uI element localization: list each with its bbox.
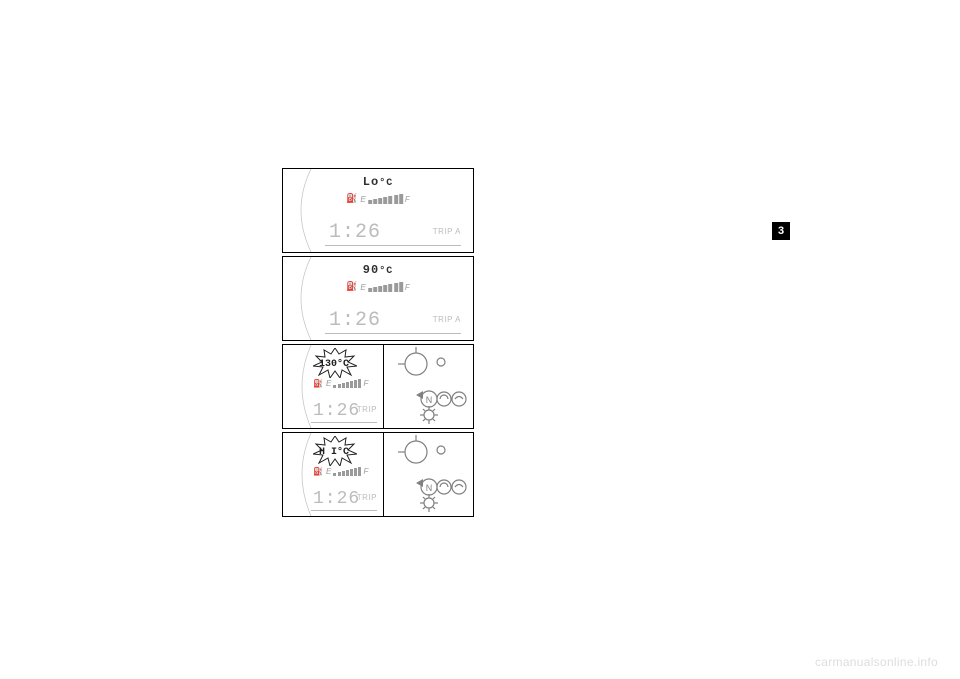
lcd-region: Lo°C ⛽ E F 1:26 bbox=[283, 169, 473, 252]
lcd-panel-hi: H I°C ⛽ E F 1:26 bbox=[282, 432, 474, 517]
temp-value: H I bbox=[319, 447, 337, 458]
fuel-gauge: ⛽ E F bbox=[346, 281, 410, 292]
lcd-region: H I°C ⛽ E F 1:26 bbox=[283, 433, 383, 516]
trip-label: TRIP A bbox=[433, 315, 461, 324]
fuel-seg bbox=[383, 197, 387, 204]
fuel-empty-label: E bbox=[360, 195, 365, 204]
panel-left-curve bbox=[283, 433, 313, 516]
fuel-bar bbox=[333, 379, 361, 388]
indicator-cluster-icon: N bbox=[386, 435, 472, 515]
fuel-gauge: ⛽ E F bbox=[313, 379, 368, 388]
fuel-full-label: F bbox=[405, 195, 410, 204]
fuel-seg bbox=[378, 286, 382, 292]
fuel-seg bbox=[342, 383, 345, 388]
fuel-seg bbox=[394, 195, 398, 204]
temp-unit: °C bbox=[337, 447, 349, 458]
temp-readout: H I°C bbox=[319, 447, 349, 458]
fuel-seg bbox=[350, 381, 353, 388]
temp-unit: °C bbox=[337, 359, 349, 370]
fuel-seg bbox=[389, 196, 393, 204]
temp-value: Lo bbox=[363, 175, 379, 189]
fuel-full-label: F bbox=[363, 379, 368, 388]
lcd-region: 90°C ⛽ E F 1:26 bbox=[283, 257, 473, 340]
indicator-cluster: N bbox=[383, 345, 473, 428]
fuel-seg bbox=[346, 470, 349, 476]
fuel-seg bbox=[358, 379, 361, 388]
temp-value: 130 bbox=[319, 359, 337, 370]
fuel-gauge: ⛽ E F bbox=[346, 193, 410, 204]
temp-unit: °C bbox=[379, 266, 393, 277]
lcd-panel-stack: Lo°C ⛽ E F 1:26 bbox=[282, 168, 474, 517]
fuel-empty-label: E bbox=[326, 379, 331, 388]
lcd-underline bbox=[311, 422, 377, 423]
fuel-seg bbox=[389, 284, 393, 292]
fuel-empty-label: E bbox=[326, 467, 331, 476]
fuel-gauge: ⛽ E F bbox=[313, 467, 368, 476]
chapter-number: 3 bbox=[778, 225, 784, 237]
fuel-pump-icon: ⛽ bbox=[346, 281, 357, 292]
fuel-seg bbox=[373, 287, 377, 292]
fuel-seg bbox=[358, 467, 361, 476]
lcd-underline bbox=[325, 245, 461, 246]
fuel-seg bbox=[378, 198, 382, 204]
clock-readout: 1:26 bbox=[313, 489, 360, 509]
fuel-seg bbox=[394, 283, 398, 292]
neutral-indicator-label: N bbox=[425, 395, 432, 405]
indicator-cluster: N bbox=[383, 433, 473, 516]
fuel-bar bbox=[368, 282, 403, 292]
manual-page: 3 Lo°C ⛽ E bbox=[0, 0, 960, 679]
fuel-seg bbox=[354, 468, 357, 476]
chapter-tab: 3 bbox=[772, 222, 790, 240]
temp-readout: Lo°C bbox=[363, 175, 393, 189]
neutral-indicator-label: N bbox=[425, 483, 432, 493]
fuel-seg bbox=[383, 285, 387, 292]
fuel-bar bbox=[368, 194, 403, 204]
fuel-seg bbox=[399, 194, 403, 204]
temp-readout: 130°C bbox=[319, 359, 349, 370]
fuel-seg bbox=[354, 380, 357, 388]
fuel-seg bbox=[333, 385, 336, 388]
clock-readout: 1:26 bbox=[329, 309, 381, 332]
temp-value: 90 bbox=[363, 263, 379, 277]
lcd-panel-90: 90°C ⛽ E F 1:26 bbox=[282, 256, 474, 341]
temp-readout: 90°C bbox=[363, 263, 393, 277]
fuel-seg bbox=[338, 472, 341, 476]
watermark-text: carmanualsonline.info bbox=[815, 655, 938, 669]
fuel-full-label: F bbox=[405, 283, 410, 292]
trip-label: TRIP bbox=[357, 493, 377, 502]
fuel-seg bbox=[342, 471, 345, 476]
fuel-seg bbox=[350, 469, 353, 476]
fuel-seg bbox=[368, 200, 372, 204]
trip-label: TRIP A bbox=[433, 227, 461, 236]
lcd-panel-130: 130°C ⛽ E F 1:26 bbox=[282, 344, 474, 429]
fuel-pump-icon: ⛽ bbox=[313, 467, 323, 476]
lcd-underline bbox=[325, 333, 461, 334]
fuel-seg bbox=[333, 473, 336, 476]
fuel-pump-icon: ⛽ bbox=[346, 193, 357, 204]
fuel-full-label: F bbox=[363, 467, 368, 476]
lcd-panel-lo: Lo°C ⛽ E F 1:26 bbox=[282, 168, 474, 253]
lcd-region: 130°C ⛽ E F 1:26 bbox=[283, 345, 383, 428]
panel-left-curve bbox=[283, 345, 313, 428]
fuel-pump-icon: ⛽ bbox=[313, 379, 323, 388]
fuel-seg bbox=[338, 384, 341, 388]
trip-label: TRIP bbox=[357, 405, 377, 414]
temp-unit: °C bbox=[379, 178, 393, 189]
fuel-empty-label: E bbox=[360, 283, 365, 292]
fuel-seg bbox=[373, 199, 377, 204]
fuel-seg bbox=[399, 282, 403, 292]
clock-readout: 1:26 bbox=[329, 221, 381, 244]
indicator-cluster-icon: N bbox=[386, 347, 472, 427]
fuel-seg bbox=[368, 288, 372, 292]
fuel-seg bbox=[346, 382, 349, 388]
lcd-underline bbox=[311, 510, 377, 511]
clock-readout: 1:26 bbox=[313, 401, 360, 421]
fuel-bar bbox=[333, 467, 361, 476]
